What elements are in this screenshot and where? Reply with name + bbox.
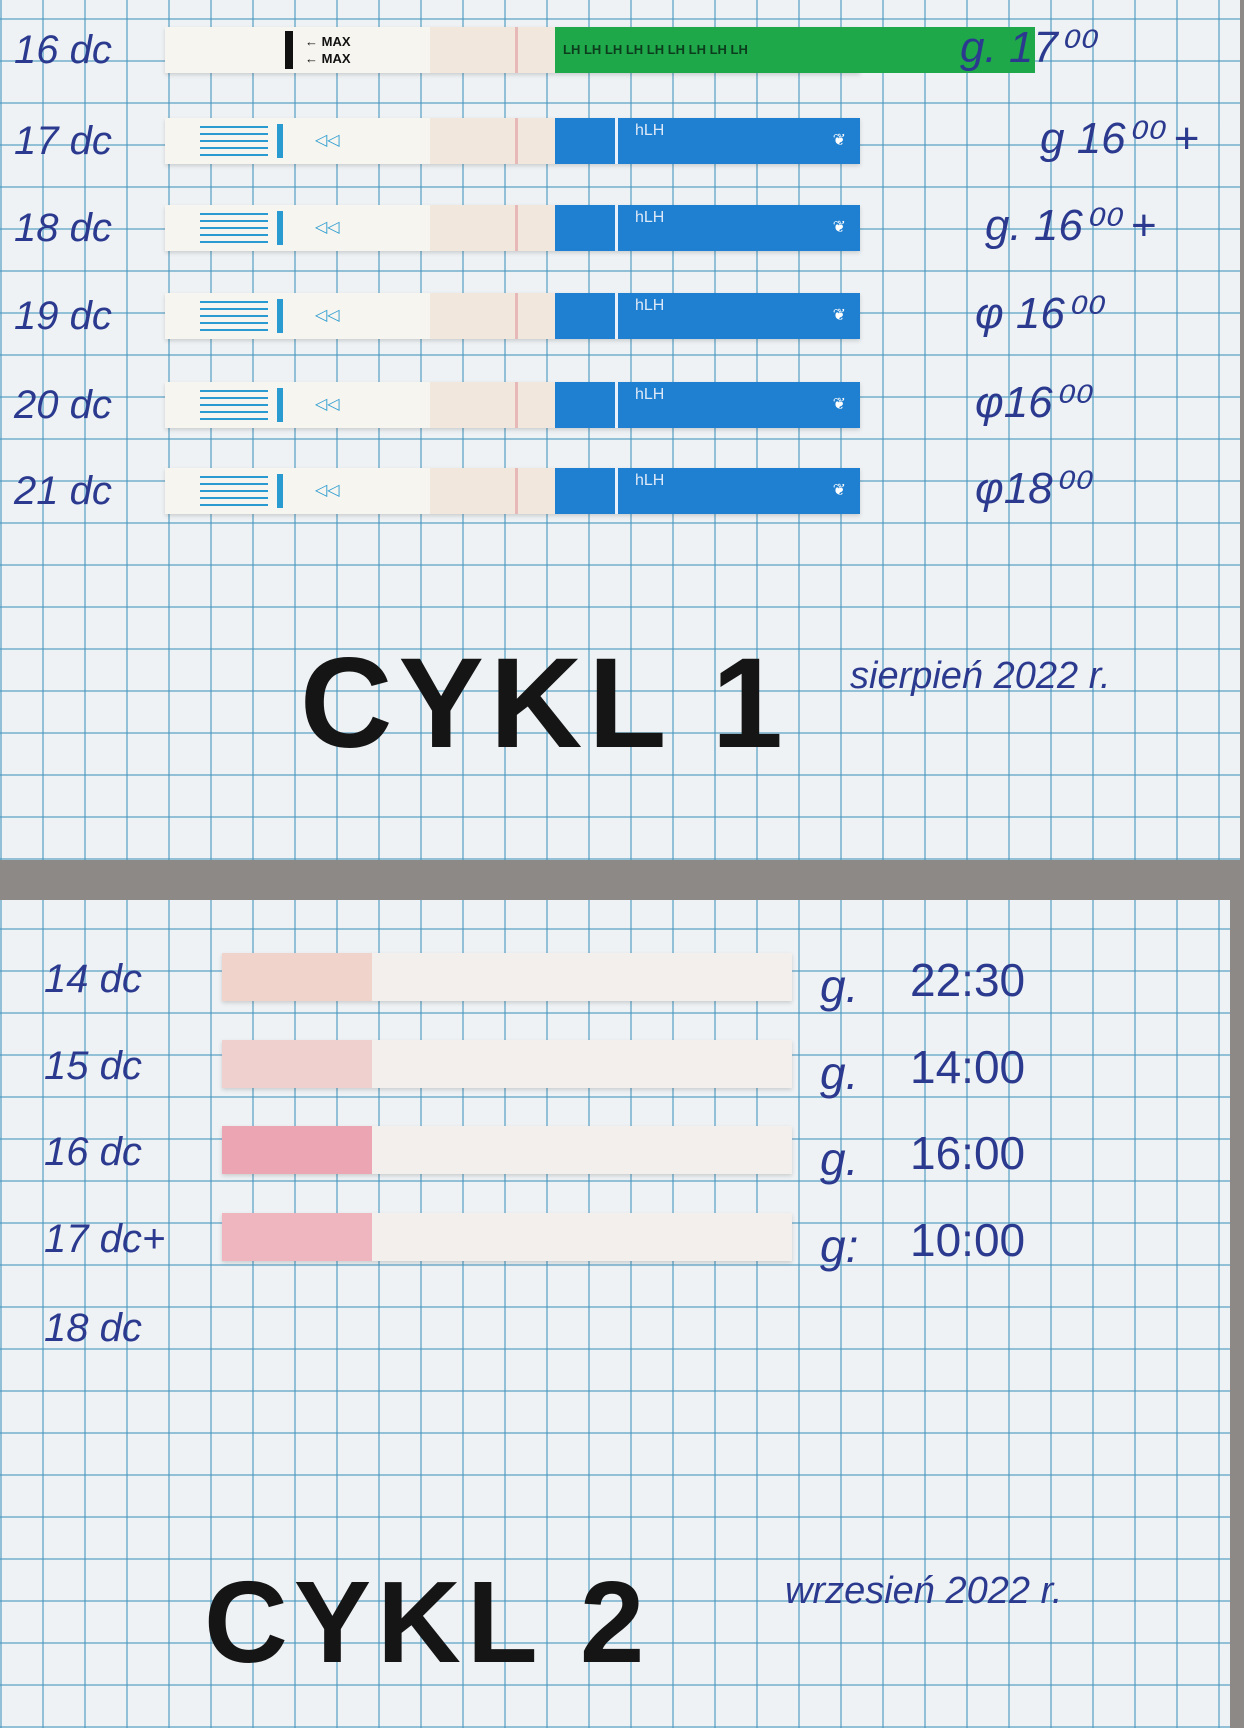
- cycle-2-title: CYKL 2: [204, 1557, 651, 1687]
- day-label: 21 dc: [14, 469, 112, 513]
- lh-test-strip: ◁◁ hLH ❦: [165, 205, 860, 251]
- test-time: φ18⁰⁰: [975, 464, 1088, 513]
- strip-brand: hLH: [635, 472, 665, 489]
- test-time: 14:00: [910, 1041, 1026, 1093]
- g-prefix: g.: [820, 1133, 859, 1185]
- lh-test-strip: ◁◁ hLH ❦: [165, 382, 860, 428]
- day-label: 18 dc: [44, 1306, 142, 1350]
- test-time: g 16⁰⁰ +: [1040, 114, 1199, 163]
- day-label: 20 dc: [14, 383, 112, 427]
- day-label: 17 dc+: [44, 1217, 166, 1261]
- day-label: 14 dc: [44, 957, 142, 1001]
- day-label: 16 dc: [44, 1130, 142, 1174]
- g-prefix: g:: [820, 1220, 859, 1272]
- lh-test-strip: ◁◁ hLH ❦: [165, 468, 860, 514]
- g-prefix: g.: [820, 1047, 859, 1099]
- lh-test-strip: ← MAX ← MAX LH LH LH LH LH LH LH LH LH: [165, 27, 1035, 73]
- day-label: 15 dc: [44, 1044, 142, 1088]
- lh-test-strip: [222, 1213, 792, 1261]
- arrow-icon: ◁◁: [315, 396, 340, 413]
- max-label: ← MAX ← MAX: [305, 34, 351, 66]
- strip-brand: hLH: [635, 386, 665, 403]
- drop-icon: ❦: [832, 219, 846, 236]
- test-time: φ16⁰⁰: [975, 378, 1088, 427]
- strip-brand: hLH: [635, 122, 665, 139]
- lh-test-strip: [222, 1040, 792, 1088]
- day-label: 19 dc: [14, 294, 112, 338]
- cycle-1-title: CYKL 1: [300, 632, 789, 775]
- lh-test-strip: ◁◁ hLH ❦: [165, 293, 860, 339]
- arrow-icon: ◁◁: [315, 132, 340, 149]
- arrow-icon: ◁◁: [315, 219, 340, 236]
- waves-icon: [200, 126, 268, 156]
- day-label: 18 dc: [14, 206, 112, 250]
- waves-icon: [200, 390, 268, 420]
- arrow-icon: ◁◁: [315, 307, 340, 324]
- lh-test-strip: [222, 953, 792, 1001]
- day-label: 17 dc: [14, 119, 112, 163]
- cycle-1-date: sierpień 2022 r.: [850, 655, 1111, 697]
- waves-icon: [200, 301, 268, 331]
- lh-test-strip: [222, 1126, 792, 1174]
- test-time: g. 16⁰⁰ +: [985, 201, 1157, 250]
- waves-icon: [200, 476, 268, 506]
- cycle-2-date: wrzesień 2022 r.: [785, 1570, 1063, 1612]
- g-prefix: g.: [820, 960, 859, 1012]
- test-time: φ 16⁰⁰: [975, 289, 1101, 338]
- drop-icon: ❦: [832, 132, 846, 149]
- cycle-2-sheet: [0, 900, 1230, 1728]
- test-time: 22:30: [910, 954, 1026, 1006]
- strip-brand: hLH: [635, 297, 665, 314]
- test-time: 16:00: [910, 1127, 1026, 1179]
- strip-brand: hLH: [635, 209, 665, 226]
- test-time: 10:00: [910, 1214, 1026, 1266]
- drop-icon: ❦: [832, 482, 846, 499]
- drop-icon: ❦: [832, 396, 846, 413]
- test-time: g. 17⁰⁰: [960, 23, 1094, 72]
- lh-test-strip: ◁◁ hLH ❦: [165, 118, 860, 164]
- day-label: 16 dc: [14, 28, 112, 72]
- strip-brand: LH LH LH LH LH LH LH LH LH: [563, 42, 748, 57]
- arrow-icon: ◁◁: [315, 482, 340, 499]
- waves-icon: [200, 213, 268, 243]
- drop-icon: ❦: [832, 307, 846, 324]
